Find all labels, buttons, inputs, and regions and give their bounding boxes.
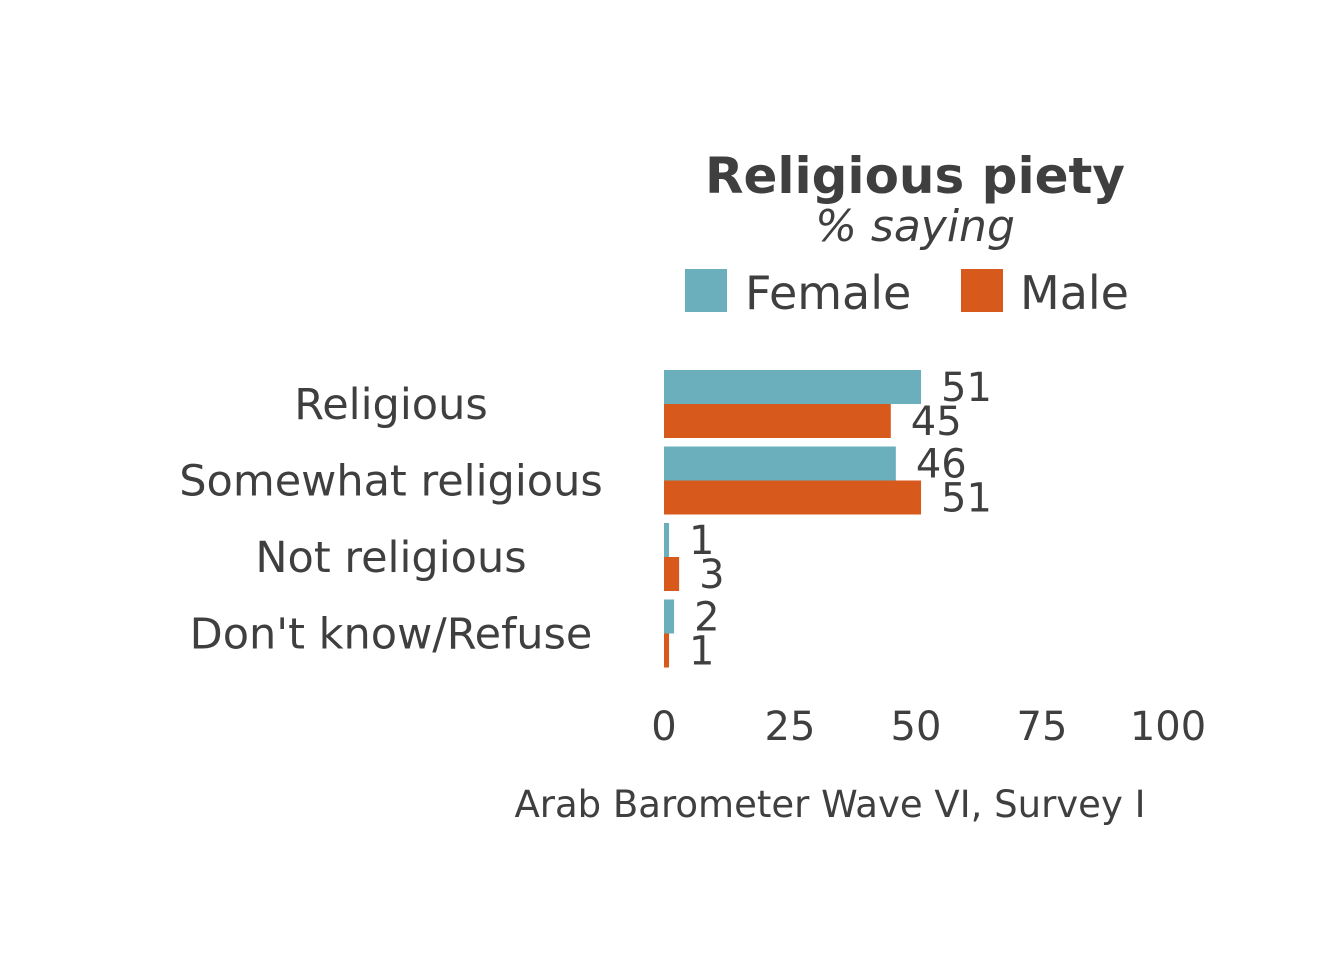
value-label-male-not-religious: 3: [699, 552, 724, 598]
value-label-male-religious: 45: [911, 399, 962, 445]
value-label-male-somewhat-religious: 51: [941, 476, 992, 522]
value-label-female-not-religious: 1: [689, 518, 714, 564]
x-axis: 0 25 50 75 100: [651, 704, 1206, 750]
legend: Female Male: [685, 266, 1129, 320]
bar-female-don-t-know-refuse: [664, 599, 675, 634]
bar-female-religious: [664, 370, 922, 404]
value-label-female-don-t-know-refuse: 2: [694, 595, 719, 641]
chart-title: Religious piety: [705, 147, 1125, 205]
category-label-don-t-know-refuse: Don't know/Refuse: [190, 610, 593, 660]
category-labels: Religious Somewhat religious Not religious…: [179, 380, 603, 660]
bar-female-somewhat-religious: [664, 446, 896, 481]
bar-male-somewhat-religious: [664, 480, 922, 515]
category-label-not-religious: Not religious: [255, 533, 526, 583]
value-label-female-somewhat-religious: 46: [916, 442, 967, 488]
category-label-somewhat-religious: Somewhat religious: [179, 457, 603, 507]
source-caption: Arab Barometer Wave VI, Survey I: [514, 783, 1145, 826]
legend-label-female: Female: [745, 266, 911, 320]
x-tick-label-0: 0: [651, 704, 676, 750]
bar-male-don-t-know-refuse: [664, 633, 670, 668]
bar-female-not-religious: [664, 523, 670, 557]
x-tick-label-25: 25: [765, 704, 816, 750]
legend-swatch-female: [685, 269, 727, 312]
value-label-female-religious: 51: [941, 365, 992, 411]
chart-subtitle: % saying: [815, 201, 1015, 252]
bar-male-religious: [664, 404, 891, 438]
category-label-religious: Religious: [294, 380, 488, 430]
value-label-male-don-t-know-refuse: 1: [689, 629, 714, 675]
bars: [664, 370, 922, 668]
bar-male-not-religious: [664, 557, 680, 591]
x-tick-label-100: 100: [1130, 704, 1206, 750]
x-tick-label-75: 75: [1017, 704, 1068, 750]
legend-swatch-male: [961, 269, 1003, 312]
x-tick-label-50: 50: [891, 704, 942, 750]
legend-label-male: Male: [1020, 266, 1129, 320]
